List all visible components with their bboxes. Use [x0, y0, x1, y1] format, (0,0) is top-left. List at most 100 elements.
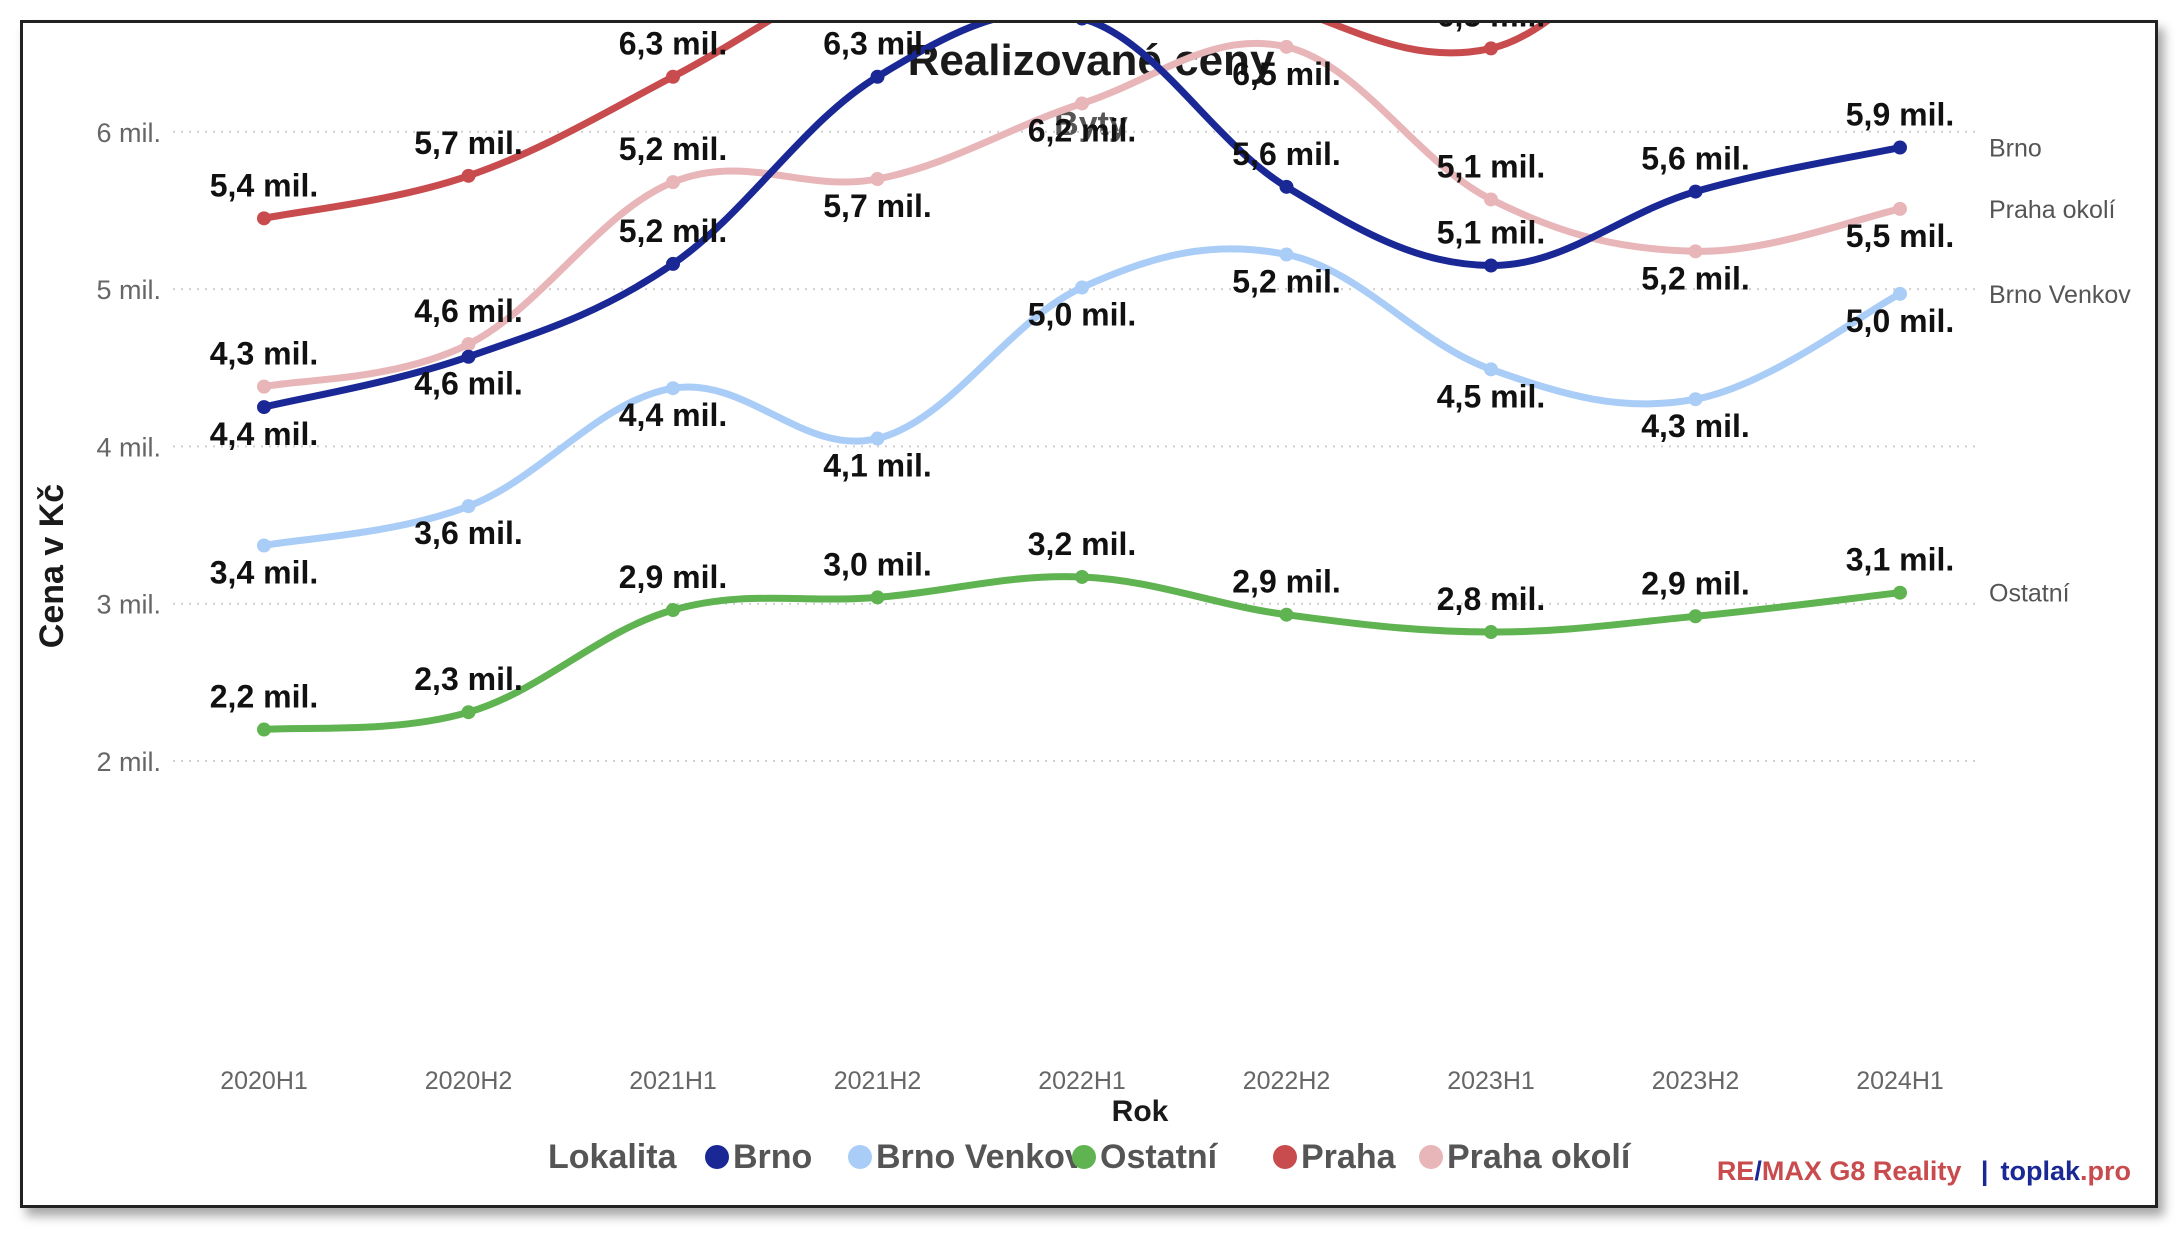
- y-axis-ticks: 2 mil.3 mil.4 mil.5 mil.6 mil.7 mil.: [96, 118, 161, 777]
- data-label-brno-venkov: 4,1 mil.: [823, 448, 932, 484]
- data-label-brno: 5,1 mil.: [1437, 215, 1546, 251]
- legend-entry-brno-venkov: Brno Venkov: [876, 1138, 1084, 1176]
- data-label-brno: 4,4 mil.: [210, 416, 319, 452]
- x-tick-label: 2023H1: [1447, 1067, 1535, 1095]
- data-label-praha-okoli: 6,5 mil.: [1232, 56, 1341, 92]
- data-label-brno: 5,9 mil.: [1846, 97, 1955, 133]
- brand-remax-slash: /: [1754, 1156, 1762, 1186]
- end-label-brno-venkov: Brno Venkov: [1989, 281, 2131, 309]
- series-line-praha-okoli: [260, 39, 1904, 391]
- data-point-praha-okoli: [1688, 244, 1703, 259]
- data-point-brno-venkov: [461, 499, 476, 514]
- data-label-praha: 6,5 mil.: [1437, 23, 1546, 33]
- data-label-brno: 6,3 mil.: [823, 26, 932, 62]
- legend-marker-praha-okoli: [1419, 1145, 1443, 1169]
- data-point-brno: [1075, 11, 1089, 26]
- data-label-brno: 4,6 mil.: [414, 366, 523, 402]
- branding: RE/MAX G8 Reality | toplak.pro: [1717, 1156, 2131, 1187]
- data-point-ostatni: [1484, 625, 1498, 640]
- data-point-brno-venkov: [1893, 286, 1907, 301]
- data-point-ostatni: [1893, 585, 1907, 600]
- y-tick-label: 6 mil.: [96, 118, 161, 148]
- data-label-ostatni: 2,9 mil.: [619, 559, 728, 595]
- data-point-brno: [461, 349, 476, 364]
- data-point-praha: [461, 168, 476, 183]
- data-point-brno-venkov: [1688, 392, 1703, 407]
- data-point-brno: [870, 69, 885, 84]
- data-label-brno-venkov: 3,4 mil.: [210, 554, 319, 590]
- x-tick-label: 2022H2: [1243, 1067, 1331, 1095]
- data-point-brno-venkov: [257, 538, 271, 553]
- legend-entry-praha-okoli: Praha okolí: [1447, 1138, 1632, 1176]
- data-label-ostatni: 2,9 mil.: [1641, 565, 1750, 601]
- chart-frame: Realizované ceny Byty 2 mil. 3 mil. 4 mil.…: [20, 0, 2158, 1208]
- data-label-praha-okoli: 6,2 mil.: [1028, 112, 1137, 148]
- series-lines: [257, 0, 1907, 737]
- data-label-praha: 5,7 mil.: [414, 125, 523, 161]
- chart-title: Realizované ceny: [908, 36, 1275, 85]
- data-point-praha: [1484, 41, 1498, 56]
- legend-marker-ostatni: [1072, 1145, 1096, 1169]
- data-label-praha-okoli: 5,1 mil.: [1437, 148, 1546, 184]
- data-label-praha-okoli: 5,7 mil.: [823, 188, 932, 224]
- data-label-ostatni: 2,2 mil.: [210, 679, 319, 715]
- data-labels: 4,3 mil. 4,6 mil. 5,2 mil. 5,7 mil. 6,2 mil.…: [210, 0, 1955, 715]
- data-point-ostatni: [666, 602, 680, 617]
- x-tick-label: 2020H2: [425, 1067, 513, 1095]
- data-label-praha-okoli: 5,2 mil.: [1641, 260, 1750, 296]
- data-label-praha-okoli: 5,2 mil.: [619, 131, 728, 167]
- legend-title: Lokalita: [548, 1138, 678, 1176]
- data-point-praha-okoli: [666, 175, 680, 190]
- data-point-brno: [257, 400, 271, 415]
- data-label-brno: 5,2 mil.: [619, 213, 728, 249]
- data-label-brno-venkov: 4,4 mil.: [619, 397, 728, 433]
- x-tick-label: 2021H1: [629, 1067, 717, 1095]
- brand-remax-name: MAX G8 Reality: [1761, 1156, 1962, 1186]
- data-point-praha-okoli: [257, 379, 271, 394]
- end-label-ostatni: Ostatní: [1989, 580, 2070, 608]
- data-point-praha-okoli: [461, 337, 476, 352]
- data-label-praha-okoli: 4,3 mil.: [210, 336, 319, 372]
- data-label-ostatni: 2,9 mil.: [1232, 564, 1341, 600]
- data-point-praha-okoli: [870, 171, 885, 186]
- x-axis-ticks: 2020H1 2020H2 2021H1 2021H2 2022H1 2022H2 2023…: [220, 1067, 1944, 1095]
- end-label-brno: Brno: [1989, 135, 2042, 163]
- data-label-praha-okoli: 4,6 mil.: [414, 293, 523, 329]
- data-point-brno-venkov: [1484, 362, 1498, 377]
- data-point-praha: [666, 69, 680, 84]
- data-point-praha-okoli: [1075, 96, 1089, 111]
- data-point-brno-venkov: [1279, 247, 1294, 262]
- brand-separator: |: [1980, 1156, 1989, 1186]
- grid-lines: [173, 130, 1978, 762]
- legend-entry-ostatni: Ostatní: [1100, 1138, 1219, 1176]
- data-point-praha-okoli: [1279, 39, 1294, 54]
- data-point-brno: [666, 256, 680, 271]
- data-point-ostatni: [461, 705, 476, 720]
- end-label-praha-okoli: Praha okolí: [1989, 196, 2116, 224]
- x-tick-label: 2022H1: [1038, 1067, 1126, 1095]
- data-label-brno-venkov: 4,5 mil.: [1437, 378, 1546, 414]
- y-tick-label: 5 mil.: [96, 275, 161, 305]
- data-point-praha-okoli: [1484, 192, 1498, 207]
- data-label-praha: 5,4 mil.: [210, 167, 319, 203]
- data-label-ostatni: 3,1 mil.: [1846, 542, 1955, 578]
- data-label-brno-venkov: 4,3 mil.: [1641, 408, 1750, 444]
- data-point-praha: [257, 211, 271, 226]
- legend-marker-praha: [1273, 1145, 1297, 1169]
- data-point-ostatni: [1688, 609, 1703, 624]
- data-label-brno-venkov: 5,0 mil.: [1028, 297, 1137, 333]
- data-point-brno-venkov: [666, 381, 680, 396]
- series-line-praha: [260, 0, 1580, 222]
- brand-remax-re: RE: [1716, 1156, 1755, 1186]
- data-point-brno: [1893, 140, 1907, 155]
- data-point-ostatni: [1279, 607, 1294, 622]
- data-point-brno: [1688, 184, 1703, 199]
- y-axis-label: Cena v Kč: [33, 484, 71, 648]
- data-point-ostatni: [870, 590, 885, 605]
- data-point-ostatni: [1075, 569, 1089, 584]
- data-point-praha-okoli: [1893, 201, 1907, 216]
- data-point-ostatni: [257, 722, 271, 737]
- data-label-brno-venkov: 5,2 mil.: [1232, 263, 1341, 299]
- x-tick-label: 2021H2: [834, 1067, 922, 1095]
- data-label-brno-venkov: 5,0 mil.: [1846, 303, 1955, 339]
